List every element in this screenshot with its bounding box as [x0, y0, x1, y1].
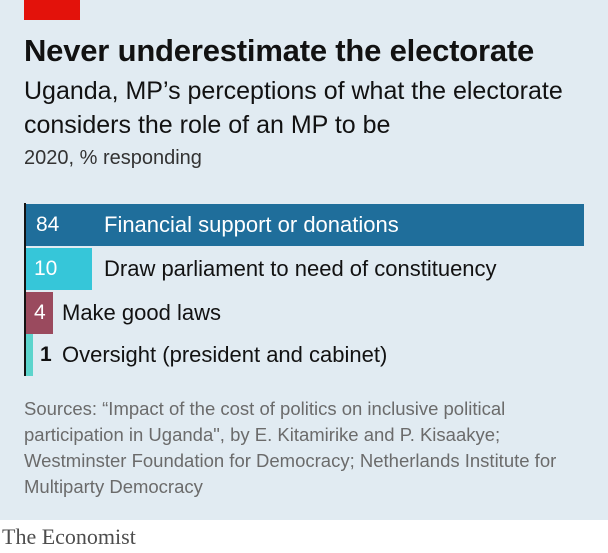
- bar-2: [26, 248, 92, 290]
- bar-value-label: 84: [36, 213, 60, 236]
- brand-red-tag: [24, 0, 80, 20]
- bar-3: [26, 292, 53, 334]
- sources-note: Sources: “Impact of the cost of politics…: [24, 398, 557, 497]
- bar-value-label: 4: [34, 301, 46, 324]
- y-axis-line: [24, 203, 26, 376]
- chart-title: Never underestimate the electorate: [24, 33, 535, 68]
- bar-4: [26, 334, 33, 376]
- chart-subtitle: Uganda, MP’s perceptions of what the ele…: [24, 77, 563, 139]
- bar-value-label: 1: [40, 343, 52, 366]
- chart-card: Never underestimate the electorate Ugand…: [0, 0, 608, 520]
- bar-category-label: Make good laws: [62, 300, 221, 325]
- bar-category-label: Oversight (president and cabinet): [62, 342, 388, 367]
- publisher-logo: The Economist: [2, 524, 136, 549]
- bar-1: [26, 204, 584, 246]
- bar-category-label: Financial support or donations: [104, 212, 399, 237]
- chart-unit: 2020, % responding: [24, 147, 202, 169]
- bar-category-label: Draw parliament to need of constituency: [104, 256, 497, 281]
- bar-value-label: 10: [34, 257, 58, 280]
